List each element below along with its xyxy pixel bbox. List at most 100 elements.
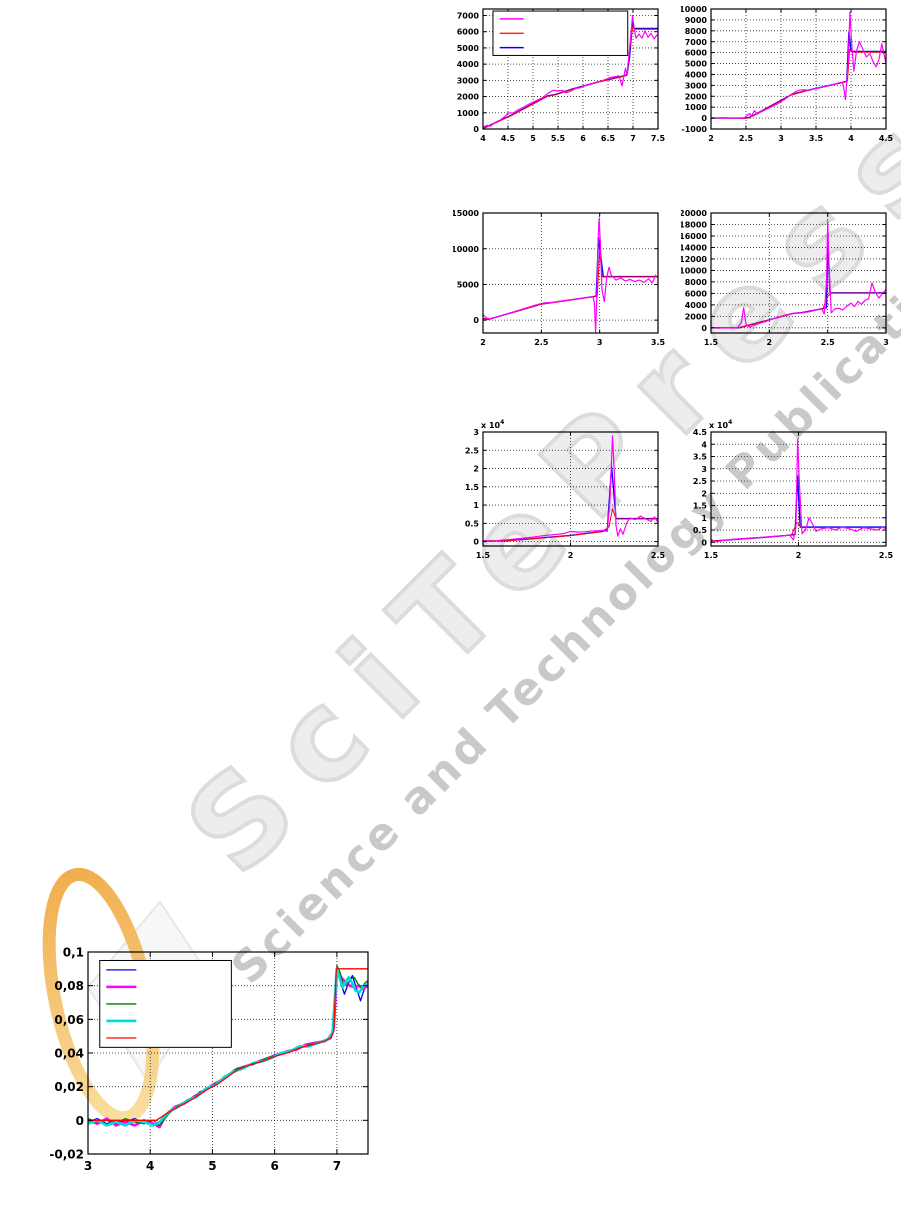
svg-text:0: 0: [701, 538, 707, 547]
series-line-magenta: [711, 220, 886, 329]
svg-text:14000: 14000: [681, 243, 707, 252]
svg-text:5000: 5000: [457, 280, 480, 289]
svg-text:1.5: 1.5: [704, 551, 719, 560]
svg-text:0: 0: [701, 114, 707, 123]
series-line-magenta: [483, 217, 657, 333]
svg-text:3.5: 3.5: [693, 453, 708, 462]
series-line-magenta: [483, 435, 658, 543]
grid-lines: [483, 432, 658, 546]
fig-low-left-svg: 1.5 2 2.5 0 0.5 1 1.5 2 2.5 3x 104: [465, 419, 666, 560]
series-line-magenta: [483, 14, 658, 128]
svg-text:0,08: 0,08: [54, 979, 84, 993]
svg-text:10000: 10000: [681, 5, 707, 14]
svg-text:0,1: 0,1: [63, 946, 84, 960]
axis-ticks: [710, 8, 887, 130]
series-line-red: [483, 26, 658, 129]
series-line-magenta: [711, 438, 886, 543]
svg-text:4: 4: [480, 134, 486, 143]
svg-text:0: 0: [473, 125, 479, 134]
svg-text:3: 3: [778, 134, 784, 143]
svg-text:2.5: 2.5: [651, 551, 665, 560]
svg-text:10000: 10000: [681, 266, 707, 275]
legend: [492, 10, 629, 56]
chart-mid-right: 1.5 2 2.5 3 0 2000 4000 6000 8000 10000 12000 14000…: [679, 206, 893, 359]
series-line-red: [711, 48, 886, 119]
axis-exponent-label: x 104: [709, 419, 732, 430]
axis-ticks: [710, 431, 887, 546]
svg-text:0: 0: [76, 1114, 84, 1128]
svg-text:3.5: 3.5: [809, 134, 824, 143]
svg-text:2: 2: [767, 338, 773, 347]
fig-mid-right-svg: 1.5 2 2.5 3 0 2000 4000 6000 8000 10000 12000 14000…: [679, 209, 889, 347]
plot-border: [482, 8, 659, 130]
series-group: [483, 435, 658, 543]
svg-text:3: 3: [701, 465, 707, 474]
series-group: [483, 217, 658, 333]
svg-text:3: 3: [883, 338, 889, 347]
svg-text:7.5: 7.5: [651, 134, 665, 143]
svg-text:0,04: 0,04: [54, 1047, 84, 1061]
series-line-blue: [483, 237, 658, 321]
axis-ticks: [87, 951, 368, 1155]
svg-text:5000: 5000: [457, 44, 480, 53]
fig-mid-left-svg: 2 2.5 3 3.5 0 5000 10000 15000: [451, 209, 665, 347]
svg-text:2.5: 2.5: [821, 338, 836, 347]
tick-labels: 4 4.5 5 5.5 6 6.5 7 7.5 0 1000 2000 3000 4000 5000 600…: [457, 12, 666, 143]
svg-text:1.5: 1.5: [704, 338, 719, 347]
svg-text:1: 1: [473, 501, 479, 510]
svg-text:0.5: 0.5: [465, 519, 480, 528]
svg-text:1000: 1000: [457, 109, 480, 118]
svg-text:5000: 5000: [685, 60, 708, 69]
svg-text:2.5: 2.5: [739, 134, 754, 143]
svg-text:2: 2: [796, 551, 802, 560]
series-group: [88, 964, 368, 1129]
svg-text:7000: 7000: [457, 12, 480, 21]
svg-text:-1000: -1000: [681, 125, 707, 134]
svg-text:3000: 3000: [685, 81, 708, 90]
axis-ticks: [482, 212, 659, 333]
svg-text:4: 4: [701, 440, 707, 449]
svg-text:2: 2: [473, 465, 479, 474]
fig-top-left-svg: 4 4.5 5 5.5 6 6.5 7 7.5 0 1000 2000 3000 4000 5000 600…: [457, 8, 666, 143]
svg-text:5.5: 5.5: [551, 134, 566, 143]
svg-text:0,06: 0,06: [54, 1013, 84, 1027]
svg-text:7000: 7000: [685, 38, 708, 47]
grid-lines: [483, 213, 658, 333]
plot-border: [710, 212, 887, 334]
svg-text:6.5: 6.5: [601, 134, 616, 143]
svg-text:6000: 6000: [685, 49, 708, 58]
svg-text:0.5: 0.5: [693, 526, 708, 535]
chart-top-right: 2 2.5 3 3.5 4 4.5 -1000 0 1000 2000 3000 4000 5000 60…: [679, 2, 893, 155]
series-group: [711, 220, 886, 329]
tick-labels: 1.5 2 2.5 0 0.5 1 1.5 2 2.5 3: [465, 428, 666, 560]
svg-text:2000: 2000: [685, 312, 708, 321]
svg-text:7: 7: [630, 134, 636, 143]
series-line-blue: [711, 31, 886, 119]
svg-text:5: 5: [208, 1159, 216, 1173]
svg-text:3: 3: [473, 428, 479, 437]
svg-text:2.5: 2.5: [534, 338, 549, 347]
svg-text:10000: 10000: [453, 245, 479, 254]
svg-text:5: 5: [530, 134, 536, 143]
chart-low-right: 1.5 2 2.5 0 0.5 1 1.5 2 2.5 3 3.5 4 4.5 x 104: [681, 416, 894, 572]
svg-text:4000: 4000: [457, 60, 480, 69]
svg-text:2.5: 2.5: [465, 446, 480, 455]
svg-text:4.5: 4.5: [501, 134, 516, 143]
series-line-magenta: [711, 11, 886, 120]
svg-text:0: 0: [473, 316, 479, 325]
svg-text:2: 2: [568, 551, 574, 560]
svg-text:4.5: 4.5: [879, 134, 893, 143]
svg-text:20000: 20000: [681, 209, 707, 218]
axis-ticks: [482, 431, 659, 546]
svg-text:8000: 8000: [685, 278, 708, 287]
fig-bottom-large-svg: 3 4 5 6 7 -0,02 0 0,02 0,04 0,06 0,08 0,1: [49, 946, 369, 1173]
legend: [99, 959, 232, 1048]
chart-bottom-large: 3 4 5 6 7 -0,02 0 0,02 0,04 0,06 0,08 0,1: [28, 941, 380, 1187]
axis-ticks: [710, 212, 887, 333]
svg-text:3: 3: [84, 1159, 92, 1173]
tick-labels: 1.5 2 2.5 0 0.5 1 1.5 2 2.5 3 3.5 4 4.5: [693, 428, 894, 560]
series-line-red: [711, 292, 886, 329]
svg-text:16000: 16000: [681, 232, 707, 241]
svg-text:7: 7: [333, 1159, 341, 1173]
